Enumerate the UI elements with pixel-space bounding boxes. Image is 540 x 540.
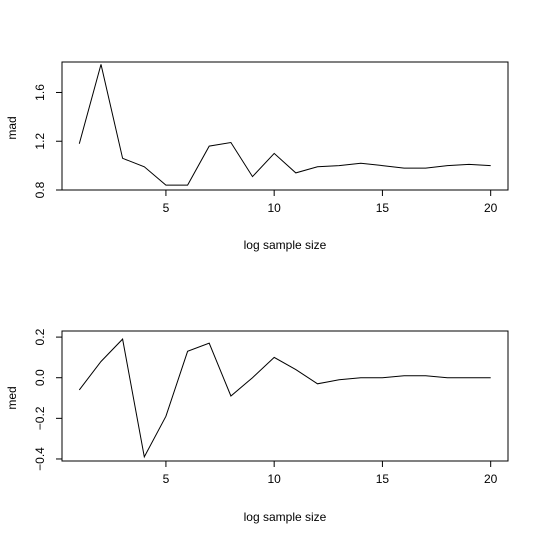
mad-y-tick-label-2: 1.6 [33,84,47,101]
med-y-tick-label-3: 0.2 [33,328,47,345]
med-plot-frame [61,330,509,462]
mad-x-tick-label-20: 20 [484,201,498,215]
med-y-tick-label-1: −0.2 [33,406,47,430]
mad-series-line [78,64,491,186]
med-x-axis-title: log sample size [244,510,327,524]
med-panel: 5 10 15 20 −0.4 −0.2 0.0 0.2 log sample size me… [5,328,509,524]
med-y-tick-label-2: 0.0 [33,369,47,386]
mad-x-tick-label-15: 15 [376,201,390,215]
med-y-tick-label-0: −0.4 [33,447,47,471]
med-x-tick-label-15: 15 [376,472,390,486]
mad-x-tick-label-5: 5 [163,201,170,215]
mad-plot-frame [61,61,509,191]
med-axes: 5 10 15 20 −0.4 −0.2 0.0 0.2 [33,328,498,486]
mad-y-axis-title: mad [5,116,19,139]
med-x-tick-label-20: 20 [484,472,498,486]
mad-y-tick-label-0: 0.8 [33,181,47,198]
mad-x-tick-label-10: 10 [267,201,281,215]
mad-y-tick-label-1: 1.2 [33,133,47,150]
mad-x-axis-title: log sample size [244,238,327,252]
med-y-axis-title: med [5,386,19,409]
mad-axes: 5 10 15 20 0.8 1.2 1.6 [33,84,498,215]
med-x-tick-label-5: 5 [163,472,170,486]
med-x-tick-label-10: 10 [267,472,281,486]
med-series-line [78,338,491,459]
mad-panel: 5 10 15 20 0.8 1.2 1.6 log sample size mad [5,61,509,252]
